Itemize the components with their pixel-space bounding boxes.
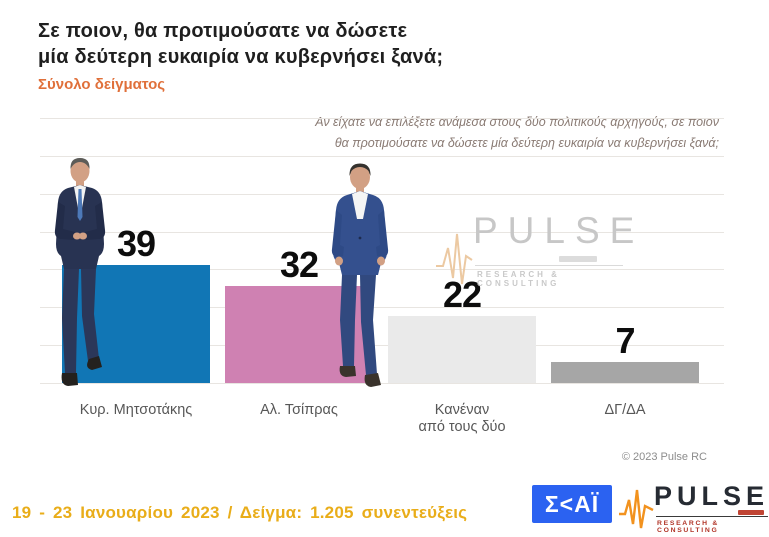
sample-subtitle: Σύνολο δείγματος — [38, 76, 166, 93]
pulse-watermark-tagline: RESEARCH & CONSULTING — [477, 270, 560, 288]
pulse-logo-smudge — [738, 510, 764, 515]
bar-value-label: 39 — [116, 223, 156, 264]
pulse-watermark-rule — [475, 265, 623, 266]
bar-3 — [388, 316, 536, 383]
title-line-1: Σε ποιον, θα προτιμούσατε να δώσετε — [38, 20, 408, 42]
fieldwork-note: 19 - 23 Ιανουαρίου 2023 / Δείγμα: 1.205 … — [12, 503, 468, 522]
pulse-watermark: PULSE RESEARCH & CONSULTING — [435, 210, 634, 296]
copyright-note: © 2023 Pulse RC — [621, 451, 707, 463]
bar-category-label: Αλ. Τσίπρας — [260, 402, 338, 418]
chart-gridline — [40, 307, 724, 308]
pulse-logo-tagline: RESEARCH & CONSULTING — [657, 520, 719, 534]
pulse-waveform-icon — [619, 489, 654, 529]
bar-category-label: ΔΓ/ΔΑ — [604, 402, 646, 418]
pulse-watermark-smudge — [559, 256, 597, 262]
chart-gridline — [40, 194, 724, 195]
bar-4 — [551, 362, 699, 383]
chart-gridline — [40, 118, 724, 119]
pulse-watermark-brand: PULSE — [473, 210, 645, 251]
page-title: Σε ποιον, θα προτιμούσατε να δώσετε μία … — [38, 18, 468, 70]
bar-value-label: 7 — [615, 320, 635, 361]
chart-gridline — [40, 345, 724, 346]
pulse-logo-rule — [656, 516, 768, 517]
skai-logo: Σ<ΑΪ — [532, 485, 612, 523]
chart-gridline — [40, 156, 724, 157]
person-photo-mitsotakis — [44, 155, 116, 395]
bar-category-label: Κυρ. Μητσοτάκης — [79, 402, 193, 418]
pulse-logo-brand: PULSE — [654, 481, 769, 511]
question-annotation-line-2: θα προτιμούσατε να δώσετε μία δεύτερη ευ… — [334, 136, 719, 150]
pulse-waveform-icon — [436, 233, 473, 285]
title-line-2: μία δεύτερη ευκαιρία να κυβερνήσει ξανά; — [38, 46, 444, 68]
pulse-logo: PULSE RESEARCH & CONSULTING — [618, 481, 768, 535]
skai-logo-text: Σ<ΑΪ — [544, 490, 600, 517]
chart-gridline — [40, 269, 724, 270]
bar-value-label: 32 — [279, 244, 319, 285]
question-annotation-line-1: Αν είχατε να επιλέξετε ανάμεσα στους δύο… — [315, 115, 719, 129]
chart-gridline — [40, 383, 724, 384]
person-photo-tsipras — [316, 160, 404, 395]
bar-category-label: Κανέναν από τους δύο — [418, 402, 506, 435]
